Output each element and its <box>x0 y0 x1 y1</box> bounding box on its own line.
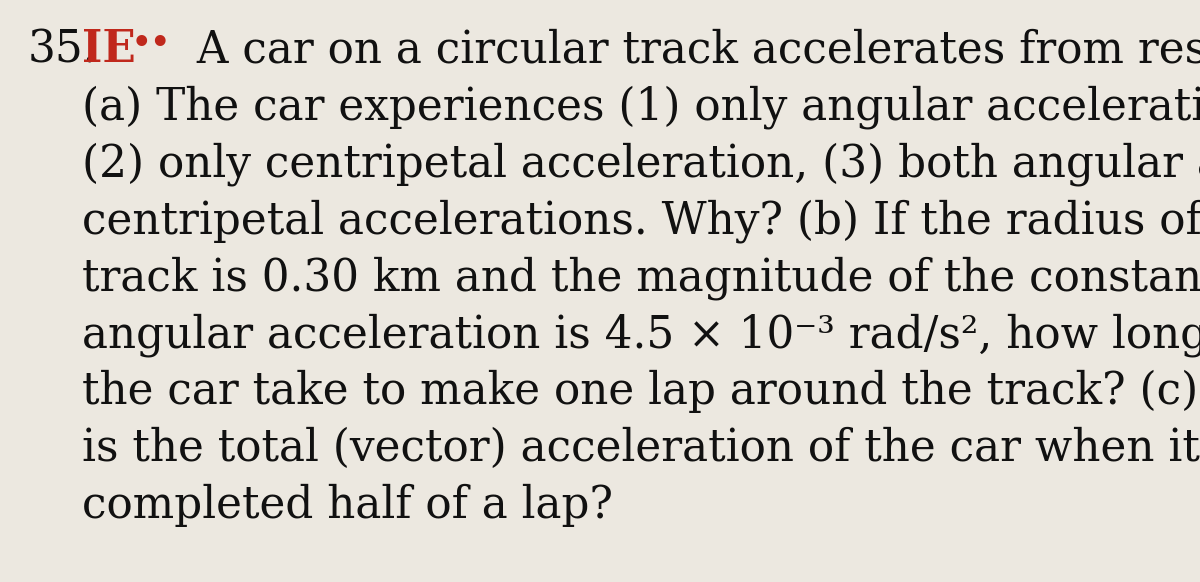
Text: 35.: 35. <box>28 28 97 71</box>
Text: angular acceleration is 4.5 × 10⁻³ rad/s², how long does: angular acceleration is 4.5 × 10⁻³ rad/s… <box>82 313 1200 357</box>
Text: completed half of a lap?: completed half of a lap? <box>82 484 613 527</box>
Text: (2) only centripetal acceleration, (3) both angular and: (2) only centripetal acceleration, (3) b… <box>82 142 1200 186</box>
Text: the car take to make one lap around the track? (c) What: the car take to make one lap around the … <box>82 370 1200 413</box>
Text: is the total (vector) acceleration of the car when it has: is the total (vector) acceleration of th… <box>82 427 1200 470</box>
Text: track is 0.30 km and the magnitude of the constant: track is 0.30 km and the magnitude of th… <box>82 256 1200 300</box>
Text: (a) The car experiences (1) only angular acceleration,: (a) The car experiences (1) only angular… <box>82 85 1200 129</box>
Text: ••: •• <box>132 28 172 59</box>
Text: IE: IE <box>82 28 136 71</box>
Text: centripetal accelerations. Why? (b) If the radius of the: centripetal accelerations. Why? (b) If t… <box>82 199 1200 243</box>
Text: A car on a circular track accelerates from rest.: A car on a circular track accelerates fr… <box>182 28 1200 71</box>
